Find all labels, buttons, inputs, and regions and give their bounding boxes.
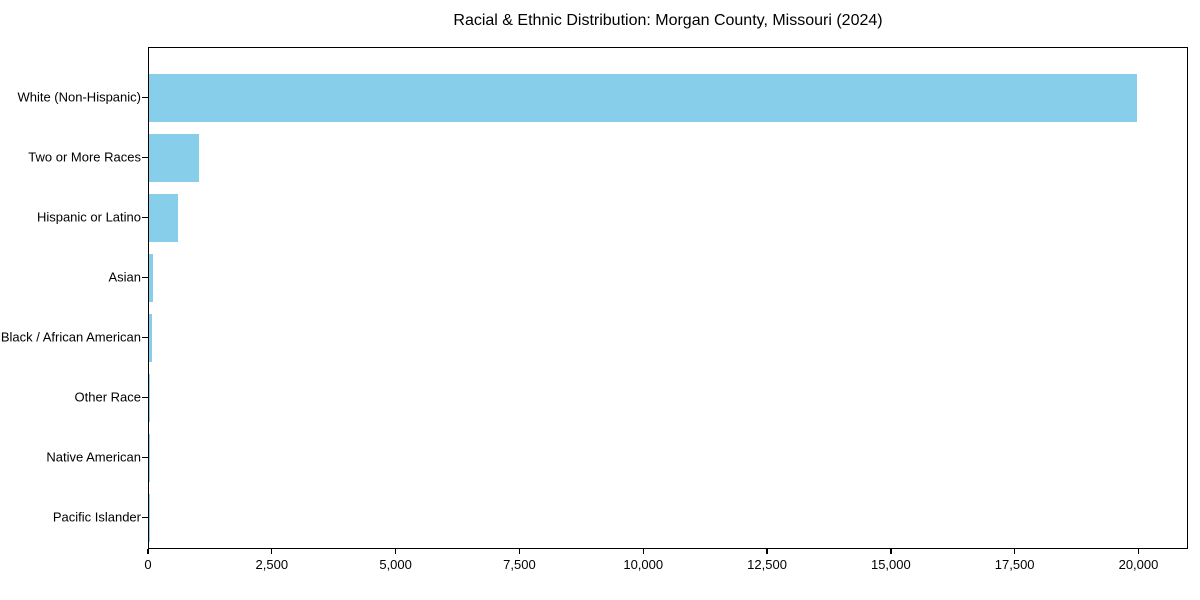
bar-hispanic-or-latino xyxy=(149,194,179,242)
x-tick-label: 7,500 xyxy=(503,557,536,572)
x-tick-label: 10,000 xyxy=(623,557,664,572)
x-tick-label: 20,000 xyxy=(1118,557,1159,572)
x-tick-mark xyxy=(890,549,892,554)
x-tick-mark xyxy=(147,549,149,554)
y-tick-label: White (Non-Hispanic) xyxy=(17,89,141,105)
y-tick-label: Other Race xyxy=(74,389,141,405)
bar-other-race xyxy=(149,374,150,422)
bar-asian xyxy=(149,254,154,302)
y-tick-label: Black / African American xyxy=(0,329,141,345)
x-tick-mark xyxy=(518,549,521,554)
x-tick-label: 2,500 xyxy=(255,557,289,572)
y-tick-mark xyxy=(142,397,148,399)
y-tick-mark xyxy=(142,157,148,159)
x-tick-label: 0 xyxy=(144,557,152,572)
x-tick-mark xyxy=(1014,549,1016,554)
y-tick-mark xyxy=(142,277,148,279)
x-tick-mark xyxy=(766,549,768,554)
x-tick-label: 15,000 xyxy=(870,557,911,572)
y-tick-label: Pacific Islander xyxy=(52,509,141,525)
x-tick-mark xyxy=(271,549,273,554)
y-tick-label: Hispanic or Latino xyxy=(36,209,141,225)
x-tick-mark xyxy=(394,549,397,554)
bar-black-african-american xyxy=(149,314,153,362)
y-tick-mark xyxy=(142,97,148,99)
y-tick-mark xyxy=(142,517,148,519)
x-tick-label: 17,500 xyxy=(994,557,1035,572)
bar-white-non-hispanic xyxy=(149,74,1137,122)
y-axis-label-gutter: White (Non-Hispanic) Two or More Races His… xyxy=(0,47,141,549)
x-tick-mark xyxy=(1137,549,1140,554)
plot-area xyxy=(148,47,1188,549)
chart-title: Racial & Ethnic Distribution: Morgan Cou… xyxy=(453,12,883,29)
x-tick-mark xyxy=(642,549,644,554)
y-tick-mark xyxy=(142,217,148,219)
bar-two-or-more-races xyxy=(149,134,200,182)
y-tick-mark xyxy=(142,457,148,459)
x-tick-label: 12,500 xyxy=(747,557,787,572)
x-tick-label: 5,000 xyxy=(379,557,412,572)
y-tick-label: Native American xyxy=(46,449,141,465)
y-tick-label: Asian xyxy=(108,269,141,285)
y-tick-mark xyxy=(142,337,148,339)
y-tick-label: Two or More Races xyxy=(28,149,141,165)
